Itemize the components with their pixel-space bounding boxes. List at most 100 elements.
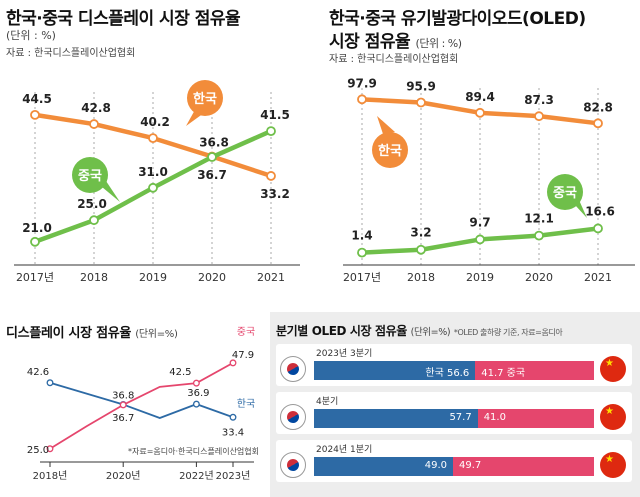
x-tick-label: 2023년 <box>216 470 251 482</box>
korea-bar-label: 49.0 <box>424 460 448 471</box>
korea-point <box>46 379 54 387</box>
series-label-china: 중국 <box>237 326 255 338</box>
quarter-label: 2023년 3분기 <box>316 349 373 359</box>
korea-point <box>148 133 158 144</box>
data-label: 33.2 <box>260 187 290 201</box>
x-tick-label: 2020 <box>525 271 553 284</box>
korea-point <box>357 94 367 105</box>
china-bar-label: 41.7 중국 <box>481 368 526 379</box>
data-label: 33.4 <box>222 427 244 438</box>
korea-callout <box>372 132 408 168</box>
x-tick-label: 2021 <box>584 271 612 284</box>
data-label: 36.9 <box>187 388 209 399</box>
callout-label: 한국 <box>193 91 217 107</box>
quarter-row: 4분기 57.7 41.0 <box>276 392 632 434</box>
panel4-title: 분기별 OLED 시장 점유율 (단위=%) *OLED 출하량 기준, 자료=… <box>276 324 563 338</box>
x-tick-label: 2017년 <box>343 271 381 284</box>
data-label: 47.9 <box>232 350 254 361</box>
korea-point <box>192 400 200 408</box>
quarter-label: 4분기 <box>316 397 339 407</box>
callout-tail <box>102 181 120 202</box>
data-label: 36.8 <box>199 135 229 149</box>
china-point <box>266 126 276 137</box>
china-point <box>148 182 158 193</box>
callout-label: 한국 <box>378 143 402 159</box>
panel2-source: 자료 : 한국디스플레이산업협회 <box>329 54 459 65</box>
panel4-note: *OLED 출하량 기준, 자료=옴디아 <box>453 328 563 337</box>
china-point <box>119 401 127 409</box>
callout-label: 중국 <box>78 169 102 184</box>
china-point <box>207 152 217 162</box>
china-point <box>192 379 200 387</box>
korea-point <box>30 110 40 120</box>
data-label: 89.4 <box>465 90 495 104</box>
data-label: 36.7 <box>197 168 227 182</box>
korea-bar <box>314 361 476 380</box>
data-label: 16.6 <box>585 204 615 218</box>
quarter-label: 2024년 1분기 <box>316 445 373 455</box>
data-label: 9.7 <box>469 215 490 229</box>
china-point <box>89 215 99 226</box>
china-callout <box>547 174 583 210</box>
x-tick-label: 2019 <box>466 271 494 284</box>
korea-point <box>475 107 485 118</box>
china-point <box>30 236 40 247</box>
korea-point <box>534 111 544 122</box>
callout-label: 중국 <box>553 186 577 201</box>
data-label: 97.9 <box>347 76 377 90</box>
x-tick-label: 2021 <box>257 271 285 284</box>
x-tick-label: 2019 <box>139 271 167 284</box>
panel3-title: 디스플레이 시장 점유율 (단위=%) <box>6 326 178 341</box>
data-label: 41.5 <box>260 108 290 122</box>
korea-flag-icon <box>280 452 306 478</box>
x-tick-label: 2022년 <box>179 470 214 482</box>
data-label: 82.8 <box>583 100 613 114</box>
china-flag-icon <box>600 452 626 478</box>
china-point <box>46 445 54 453</box>
korea-point <box>416 97 426 108</box>
x-tick-label: 2017년 <box>16 271 54 284</box>
quarter-row: 2024년 1분기 49.0 49.7 <box>276 440 632 482</box>
korea-line <box>49 381 234 419</box>
x-tick-label: 2020년 <box>106 470 141 482</box>
china-bar-label: 49.7 <box>459 460 482 471</box>
data-label: 3.2 <box>410 226 431 240</box>
callout-tail <box>377 116 395 134</box>
data-label: 12.1 <box>524 212 554 226</box>
data-label: 44.5 <box>22 92 52 106</box>
korea-flag-icon <box>280 404 306 430</box>
series-label-korea: 한국 <box>237 398 255 410</box>
panel1-unit: (단위 : %) <box>6 29 56 42</box>
china-point <box>593 223 603 234</box>
china-bar-label: 41.0 <box>483 412 506 423</box>
display-share-small-chart: 2018년 2020년 2022년 2023년 42.6 36.8 36.9 33.4 25.0… <box>27 326 255 482</box>
china-point <box>229 359 237 367</box>
data-label: 87.3 <box>524 93 554 107</box>
korea-bar-label: 57.7 <box>449 412 472 423</box>
quarterly-oled-panel: 분기별 OLED 시장 점유율 (단위=%) *OLED 출하량 기준, 자료=… <box>270 312 640 497</box>
china-point <box>357 247 367 258</box>
korea-bar-label: 한국 56.6 <box>425 368 470 379</box>
korea-point <box>593 118 603 129</box>
china-flag-icon <box>600 356 626 382</box>
data-label: 21.0 <box>22 221 52 235</box>
korea-point <box>229 413 237 421</box>
data-label: 25.0 <box>27 445 49 456</box>
china-bar <box>475 361 594 380</box>
china-point <box>475 234 485 245</box>
china-bar <box>453 457 594 476</box>
korea-point <box>89 119 99 129</box>
data-label: 42.5 <box>169 367 191 378</box>
data-label: 36.8 <box>112 391 134 402</box>
panel2-title-line1: 한국·중국 유기발광다이오드(OLED) <box>329 9 586 29</box>
korea-bar <box>314 457 453 476</box>
panel1-source: 자료 : 한국디스플레이산업협회 <box>6 48 136 59</box>
oled-share-chart: 2017년 2018 2019 2020 2021 97.9 95.9 89.4 87.3 82.… <box>343 76 635 284</box>
display-share-small-panel: 디스플레이 시장 점유율 (단위=%) *자료=옴디아·한국디스플레이산업협회 … <box>0 312 268 497</box>
data-label: 1.4 <box>351 229 372 243</box>
panel4-unit: (단위=%) <box>410 327 451 338</box>
data-label: 25.0 <box>77 197 107 211</box>
korea-flag-icon <box>280 356 306 382</box>
quarter-row: 2023년 3분기 한국 56.6 41.7 중국 <box>276 344 632 386</box>
display-share-panel: 한국·중국 디스플레이 시장 점유율 (단위 : %) 자료 : 한국디스플레이… <box>0 0 315 300</box>
